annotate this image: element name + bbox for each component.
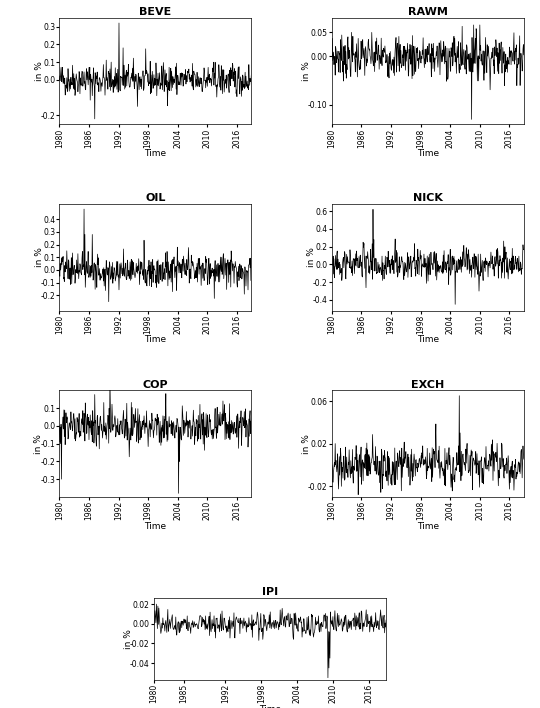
Y-axis label: in %: in % — [35, 434, 43, 454]
Title: OIL: OIL — [145, 193, 166, 203]
X-axis label: Time: Time — [259, 704, 281, 708]
X-axis label: Time: Time — [144, 522, 166, 531]
Title: COP: COP — [143, 379, 168, 389]
Y-axis label: in %: in % — [35, 61, 44, 81]
X-axis label: Time: Time — [417, 522, 439, 531]
Title: IPI: IPI — [262, 588, 278, 598]
Title: NICK: NICK — [413, 193, 443, 203]
Title: BEVE: BEVE — [139, 7, 172, 17]
X-axis label: Time: Time — [144, 149, 166, 158]
X-axis label: Time: Time — [144, 336, 166, 345]
Title: EXCH: EXCH — [411, 379, 444, 389]
X-axis label: Time: Time — [417, 149, 439, 158]
Y-axis label: in %: in % — [35, 247, 44, 267]
Y-axis label: in %: in % — [124, 629, 133, 649]
Title: RAWM: RAWM — [408, 7, 448, 17]
X-axis label: Time: Time — [417, 336, 439, 345]
Y-axis label: in %: in % — [307, 247, 316, 267]
Y-axis label: in %: in % — [302, 61, 311, 81]
Y-axis label: in %: in % — [302, 434, 311, 454]
